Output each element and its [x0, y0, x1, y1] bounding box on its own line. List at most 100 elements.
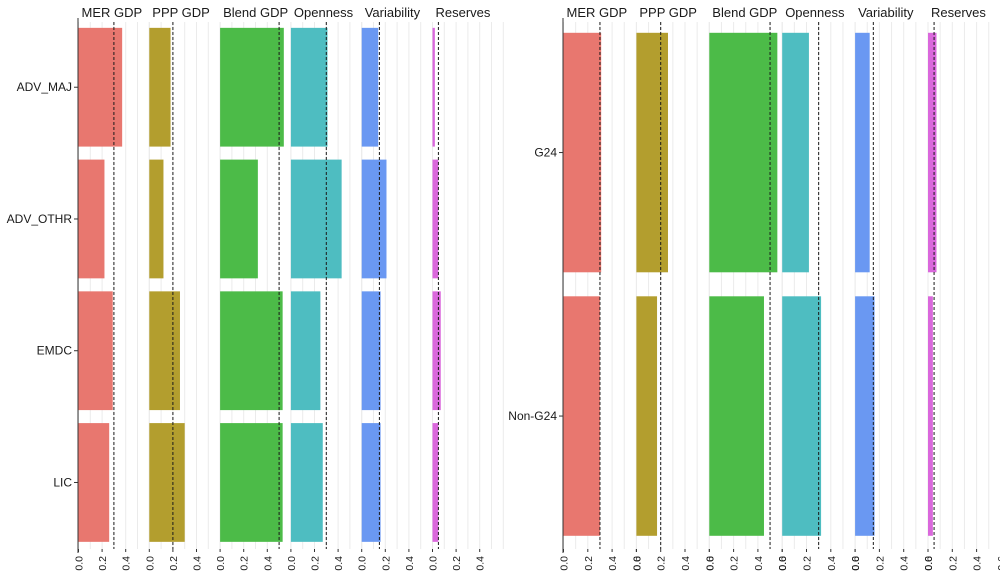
x-tick-label: 0.6: [850, 556, 862, 571]
facet-title-ppp-gdp: PPP GDP: [152, 5, 210, 20]
x-tick-label: 0.4: [972, 556, 984, 571]
x-tick-label: 0.0: [286, 556, 298, 571]
x-tick-label: 0.6: [996, 556, 1000, 571]
x-tick-label: 0.2: [947, 556, 959, 571]
bar-variability-adv-othr: [361, 159, 387, 279]
facet-title-mer-gdp: MER GDP: [567, 5, 628, 20]
bar-mer-gdp-emdc: [78, 291, 113, 411]
x-tick-label: 0.0: [215, 556, 227, 571]
bar-variability-non-g24: [855, 296, 875, 536]
facet-ppp-gdp: PPP GDP 0.0 0.2 0.4 0.6: [631, 5, 716, 571]
facet-ppp-gdp: PPP GDP 0.0 0.2 0.4: [144, 5, 221, 571]
facet-mer-gdp: MER GDP 0.0 0.2 0.4 0.6: [559, 5, 644, 571]
x-tick-label: 0.4: [753, 556, 765, 571]
bar-mer-gdp-adv-othr: [78, 159, 105, 279]
x-tick-label: 0.2: [451, 556, 463, 571]
bar-ppp-gdp-adv-othr: [149, 159, 164, 279]
bar-ppp-gdp-adv-maj: [149, 27, 171, 147]
bar-blend-gdp-adv-maj: [220, 27, 284, 147]
facet-title-variability: Variability: [365, 5, 421, 20]
x-tick-label: 0.4: [475, 556, 487, 571]
facet-title-reserves: Reserves: [931, 5, 986, 20]
x-tick-label: 0.6: [704, 556, 716, 571]
bar-openness-emdc: [290, 291, 321, 411]
bar-ppp-gdp-non-g24: [636, 296, 658, 536]
bar-ppp-gdp-g24: [636, 32, 668, 273]
bar-blend-gdp-adv-othr: [220, 159, 258, 279]
facet-title-openness: Openness: [785, 5, 845, 20]
bar-variability-lic: [361, 423, 381, 542]
facet-mer-gdp: MER GDP 0.0 0.2 0.4: [74, 5, 150, 571]
facet-variability: Variability 0.0 0.2 0.4 0.6: [850, 5, 935, 571]
facet-title-openness: Openness: [294, 5, 354, 20]
facet-title-ppp-gdp: PPP GDP: [639, 5, 697, 20]
bar-reserves-g24: [928, 32, 937, 273]
bar-reserves-non-g24: [928, 296, 933, 536]
x-tick-label: 0.2: [97, 556, 109, 571]
facet-title-reserves: Reserves: [436, 5, 491, 20]
bar-blend-gdp-non-g24: [709, 296, 764, 536]
bar-mer-gdp-non-g24: [563, 296, 600, 536]
x-tick-label: 0.2: [802, 556, 814, 571]
facet-blend-gdp: Blend GDP 0.0 0.2 0.4: [215, 5, 292, 571]
bar-openness-g24: [782, 32, 809, 273]
x-tick-label: 0.4: [121, 556, 133, 571]
x-tick-label: 0.4: [680, 556, 692, 571]
bar-mer-gdp-g24: [563, 32, 602, 273]
x-tick-label: 0.0: [777, 556, 789, 571]
bar-ppp-gdp-emdc: [149, 291, 180, 411]
category-label-non-g24: Non-G24: [508, 409, 557, 423]
bar-blend-gdp-lic: [220, 423, 283, 542]
facet-title-blend-gdp: Blend GDP: [712, 5, 777, 20]
x-tick-label: 0.0: [74, 556, 86, 571]
x-tick-label: 0.2: [874, 556, 886, 571]
x-tick-label: 0.4: [404, 556, 416, 571]
bar-blend-gdp-emdc: [220, 291, 283, 411]
x-tick-label: 0.2: [168, 556, 180, 571]
bar-openness-non-g24: [782, 296, 822, 536]
facet-title-mer-gdp: MER GDP: [82, 5, 143, 20]
category-label-emdc: EMDC: [37, 344, 73, 358]
x-tick-label: 0.0: [923, 556, 935, 571]
bar-reserves-adv-othr: [432, 159, 439, 279]
x-tick-label: 0.0: [559, 556, 571, 571]
facet-title-variability: Variability: [858, 5, 914, 20]
x-tick-label: 0.2: [583, 556, 595, 571]
x-tick-label: 0.2: [380, 556, 392, 571]
category-label-g24: G24: [534, 146, 557, 160]
bar-blend-gdp-g24: [709, 32, 778, 273]
x-tick-label: 0.2: [729, 556, 741, 571]
category-label-adv-othr: ADV_OTHR: [7, 212, 73, 226]
x-tick-label: 0.4: [192, 556, 204, 571]
facet-title-blend-gdp: Blend GDP: [223, 5, 288, 20]
bar-mer-gdp-adv-maj: [78, 27, 123, 147]
facet-blend-gdp: Blend GDP 0.0 0.2 0.4 0.6: [704, 5, 789, 571]
category-label-adv-maj: ADV_MAJ: [17, 80, 72, 94]
x-tick-label: 0.6: [777, 556, 789, 571]
bar-mer-gdp-lic: [78, 423, 110, 542]
x-tick-label: 0.6: [923, 556, 935, 571]
facet-reserves: Reserves 0.0 0.2 0.4: [428, 5, 504, 571]
bar-openness-adv-maj: [290, 27, 328, 147]
x-tick-label: 0.2: [656, 556, 668, 571]
bar-openness-lic: [290, 423, 323, 542]
x-tick-label: 0.0: [357, 556, 369, 571]
bar-ppp-gdp-lic: [149, 423, 185, 542]
bar-reserves-emdc: [432, 291, 441, 411]
x-tick-label: 0.4: [262, 556, 274, 571]
x-tick-label: 0.4: [899, 556, 911, 571]
bar-reserves-adv-maj: [432, 27, 435, 147]
x-tick-label: 0.0: [428, 556, 440, 571]
bar-reserves-lic: [432, 423, 439, 542]
facet-variability: Variability 0.0 0.2 0.4: [357, 5, 433, 571]
x-tick-label: 0.4: [826, 556, 838, 571]
bar-variability-emdc: [361, 291, 381, 411]
x-tick-label: 0.0: [850, 556, 862, 571]
x-tick-label: 0.2: [239, 556, 251, 571]
x-tick-label: 0.2: [310, 556, 322, 571]
facet-reserves: Reserves 0.0 0.2 0.4 0.6: [923, 5, 1000, 571]
bar-openness-adv-othr: [290, 159, 342, 279]
